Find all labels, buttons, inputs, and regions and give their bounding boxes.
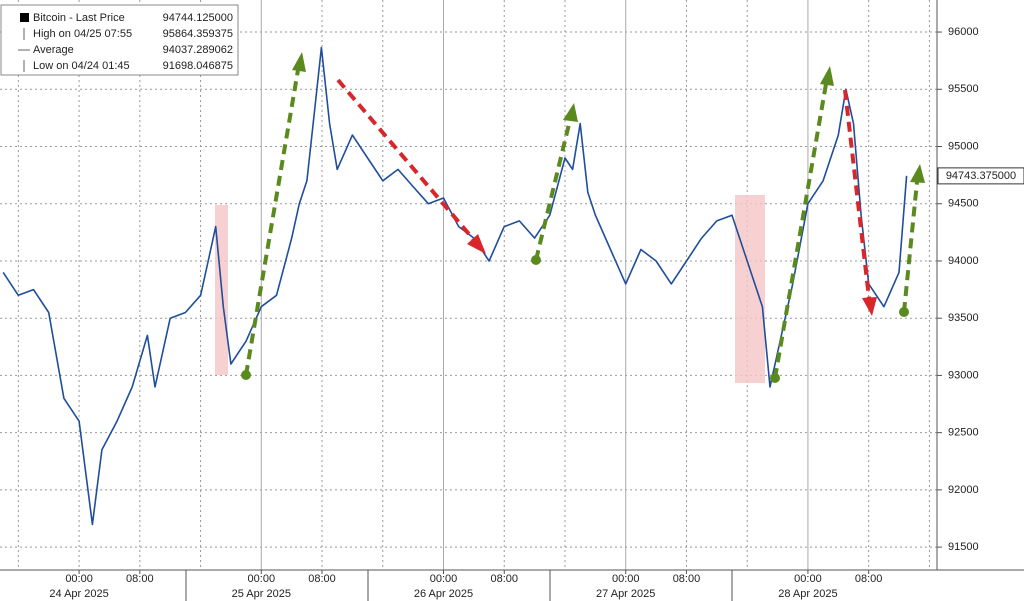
date-label: 28 Apr 2025 xyxy=(778,588,837,600)
y-tick-label: 91500 xyxy=(948,541,979,553)
start-dot xyxy=(770,373,780,383)
last-value-label: 94743.375000 xyxy=(946,170,1016,182)
highlight-region xyxy=(735,195,765,383)
up-arrow xyxy=(773,83,828,379)
legend-box xyxy=(0,4,239,76)
date-label: 24 Apr 2025 xyxy=(49,588,108,600)
arrow-head xyxy=(910,164,925,183)
up-arrow xyxy=(534,119,572,261)
y-tick-label: 94500 xyxy=(948,198,979,210)
date-label: 27 Apr 2025 xyxy=(596,588,655,600)
x-tick-label: 08:00 xyxy=(126,573,154,585)
y-tick-label: 92000 xyxy=(948,484,979,496)
x-tick-label: 00:00 xyxy=(248,573,276,585)
start-dot xyxy=(531,255,541,265)
axes: 91500 92000 92500 93000 93500 94000 94500 95000… xyxy=(49,26,1024,600)
grid xyxy=(0,0,937,570)
y-tick-label: 92500 xyxy=(948,427,979,439)
x-tick-label: 08:00 xyxy=(673,573,701,585)
date-separators xyxy=(185,570,733,601)
arrow-head xyxy=(563,103,578,122)
x-tick-label: 00:00 xyxy=(430,573,458,585)
annotations xyxy=(241,52,925,383)
legend: Bitcoin - Last Price 94744.125000 High o… xyxy=(0,4,239,76)
arrow-head xyxy=(467,234,486,254)
legend-value: 94037.289062 xyxy=(163,44,233,56)
date-label: 26 Apr 2025 xyxy=(414,588,473,600)
arrow-head xyxy=(292,52,306,72)
up-arrow xyxy=(902,181,919,313)
last-value-tag xyxy=(937,167,1024,185)
x-tick-label: 08:00 xyxy=(490,573,518,585)
legend-name: Bitcoin - Last Price xyxy=(33,12,125,24)
x-tick-label: 00:00 xyxy=(65,573,93,585)
start-dot xyxy=(899,307,909,317)
x-tick-label: 08:00 xyxy=(308,573,336,585)
x-tick-label: 00:00 xyxy=(794,573,822,585)
legend-name: Average xyxy=(33,44,74,56)
down-arrow xyxy=(843,89,871,299)
legend-value: 91698.046875 xyxy=(163,60,233,72)
y-tick-label: 93500 xyxy=(948,312,979,324)
legend-value: 95864.359375 xyxy=(163,28,233,40)
y-tick-label: 96000 xyxy=(948,26,979,38)
legend-swatch xyxy=(20,13,29,22)
y-tick-label: 95000 xyxy=(948,140,979,152)
legend-value: 94744.125000 xyxy=(163,12,233,24)
y-tick-label: 94000 xyxy=(948,255,979,267)
up-arrow xyxy=(244,69,300,376)
y-tick-label: 95500 xyxy=(948,83,979,95)
legend-name: High on 04/25 07:55 xyxy=(33,28,132,40)
arrow-head xyxy=(862,297,877,316)
y-tick-label: 93000 xyxy=(948,369,979,381)
legend-name: Low on 04/24 01:45 xyxy=(33,60,130,72)
date-label: 25 Apr 2025 xyxy=(232,588,291,600)
arrow-head xyxy=(820,66,834,86)
x-tick-label: 00:00 xyxy=(612,573,640,585)
x-tick-label: 08:00 xyxy=(855,573,883,585)
down-arrow xyxy=(336,78,476,242)
start-dot xyxy=(241,370,251,380)
